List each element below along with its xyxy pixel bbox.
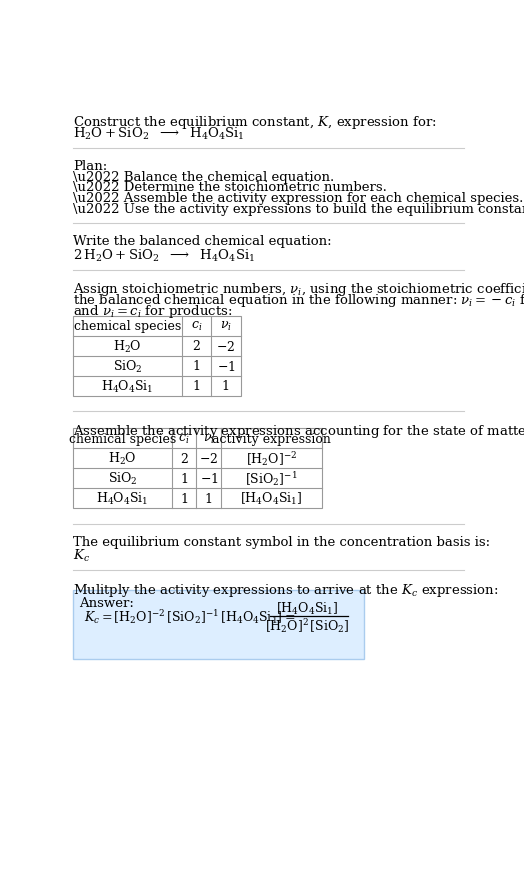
Text: \u2022 Use the activity expressions to build the equilibrium constant expression: \u2022 Use the activity expressions to b… xyxy=(73,203,524,215)
Text: $c_i$: $c_i$ xyxy=(178,432,190,445)
Text: $\mathrm{H_4O_4Si_1}$: $\mathrm{H_4O_4Si_1}$ xyxy=(101,378,154,394)
Text: $K_c = [\mathrm{H_2O}]^{-2}\,[\mathrm{SiO_2}]^{-1}\,[\mathrm{H_4O_4Si_1}] = $: $K_c = [\mathrm{H_2O}]^{-2}\,[\mathrm{Si… xyxy=(84,607,296,626)
Text: $\nu_i$: $\nu_i$ xyxy=(220,320,232,333)
Text: 1: 1 xyxy=(180,493,188,505)
Text: Assign stoichiometric numbers, $\nu_i$, using the stoichiometric coefficients, $: Assign stoichiometric numbers, $\nu_i$, … xyxy=(73,281,524,298)
Text: $[\mathrm{H_4O_4Si_1}]$: $[\mathrm{H_4O_4Si_1}]$ xyxy=(276,601,339,617)
Text: $\mathrm{H_4O_4Si_1}$: $\mathrm{H_4O_4Si_1}$ xyxy=(96,491,149,507)
Text: 2: 2 xyxy=(180,452,188,465)
Bar xyxy=(73,590,364,660)
Text: 2: 2 xyxy=(192,340,200,353)
Text: the balanced chemical equation in the following manner: $\nu_i = -c_i$ for react: the balanced chemical equation in the fo… xyxy=(73,291,524,308)
Text: The equilibrium constant symbol in the concentration basis is:: The equilibrium constant symbol in the c… xyxy=(73,535,490,548)
Text: 1: 1 xyxy=(192,380,201,393)
Text: $\mathrm{H_2O + SiO_2}$  $\longrightarrow$  $\mathrm{H_4O_4Si_1}$: $\mathrm{H_2O + SiO_2}$ $\longrightarrow… xyxy=(73,126,245,142)
Text: and $\nu_i = c_i$ for products:: and $\nu_i = c_i$ for products: xyxy=(73,303,233,320)
Text: activity expression: activity expression xyxy=(212,433,331,445)
Text: $\mathrm{SiO_2}$: $\mathrm{SiO_2}$ xyxy=(113,358,143,375)
Text: $-2$: $-2$ xyxy=(199,451,219,466)
Text: $[\mathrm{H_2O}]^2\,[\mathrm{SiO_2}]$: $[\mathrm{H_2O}]^2\,[\mathrm{SiO_2}]$ xyxy=(265,617,350,635)
Text: Answer:: Answer: xyxy=(80,596,134,610)
Text: $c_i$: $c_i$ xyxy=(191,320,202,333)
Text: $\nu_i$: $\nu_i$ xyxy=(203,432,215,445)
Text: chemical species: chemical species xyxy=(74,320,181,333)
Bar xyxy=(73,316,241,396)
Text: $-2$: $-2$ xyxy=(216,340,235,353)
Text: $-1$: $-1$ xyxy=(200,472,218,485)
Text: Write the balanced chemical equation:: Write the balanced chemical equation: xyxy=(73,235,332,248)
Text: 1: 1 xyxy=(222,380,230,393)
Text: $\mathrm{H_2O}$: $\mathrm{H_2O}$ xyxy=(108,451,137,467)
Text: 1: 1 xyxy=(192,360,201,373)
Text: Plan:: Plan: xyxy=(73,160,107,173)
Text: $\mathrm{H_2O}$: $\mathrm{H_2O}$ xyxy=(113,339,142,355)
Text: $\mathrm{SiO_2}$: $\mathrm{SiO_2}$ xyxy=(107,471,137,487)
Text: \u2022 Assemble the activity expression for each chemical species.: \u2022 Assemble the activity expression … xyxy=(73,192,523,205)
Text: chemical species: chemical species xyxy=(69,433,176,445)
Text: 1: 1 xyxy=(205,493,213,505)
Text: \u2022 Balance the chemical equation.: \u2022 Balance the chemical equation. xyxy=(73,171,334,183)
Text: Assemble the activity expressions accounting for the state of matter and $\nu_i$: Assemble the activity expressions accoun… xyxy=(73,423,524,440)
Text: $\mathrm{2\,H_2O + SiO_2}$  $\longrightarrow$  $\mathrm{H_4O_4Si_1}$: $\mathrm{2\,H_2O + SiO_2}$ $\longrightar… xyxy=(73,248,255,264)
Text: $[\mathrm{H_4O_4Si_1}]$: $[\mathrm{H_4O_4Si_1}]$ xyxy=(241,491,303,507)
Text: $-1$: $-1$ xyxy=(216,359,235,374)
Text: $[\mathrm{SiO_2}]^{-1}$: $[\mathrm{SiO_2}]^{-1}$ xyxy=(245,469,298,488)
Text: \u2022 Determine the stoichiometric numbers.: \u2022 Determine the stoichiometric numb… xyxy=(73,181,387,194)
Text: Construct the equilibrium constant, $K$, expression for:: Construct the equilibrium constant, $K$,… xyxy=(73,114,437,131)
Text: 1: 1 xyxy=(180,472,188,485)
Text: Mulitply the activity expressions to arrive at the $K_c$ expression:: Mulitply the activity expressions to arr… xyxy=(73,581,499,598)
Text: $K_c$: $K_c$ xyxy=(73,547,90,563)
Text: $[\mathrm{H_2O}]^{-2}$: $[\mathrm{H_2O}]^{-2}$ xyxy=(246,450,297,468)
Bar xyxy=(73,429,322,509)
